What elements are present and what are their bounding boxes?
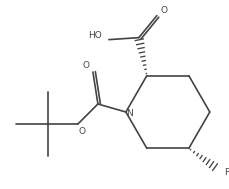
Text: HO: HO xyxy=(88,31,101,40)
Text: N: N xyxy=(126,109,133,119)
Text: O: O xyxy=(82,60,89,70)
Text: O: O xyxy=(78,128,85,136)
Text: F: F xyxy=(223,168,228,177)
Text: O: O xyxy=(160,6,167,15)
